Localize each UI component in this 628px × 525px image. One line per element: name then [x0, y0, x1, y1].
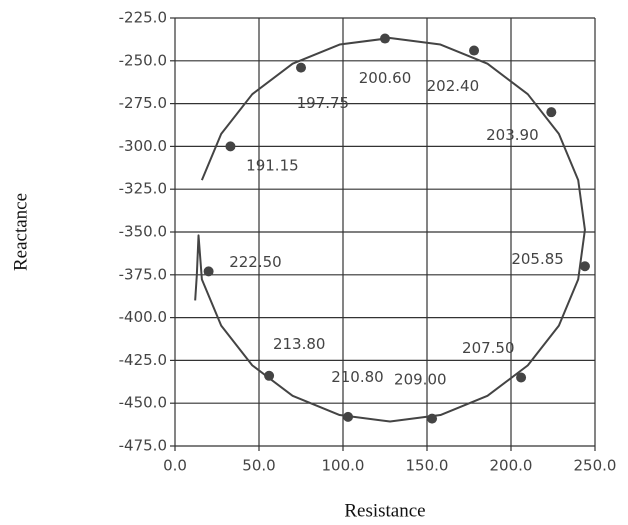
point-label: 197.75 — [297, 94, 350, 112]
point-label: 209.00 — [394, 370, 447, 388]
point-label: 200.60 — [359, 69, 412, 87]
y-tick-label: -350.0 — [119, 223, 167, 241]
x-tick-label: 0.0 — [163, 457, 187, 475]
y-tick-label: -300.0 — [119, 137, 167, 155]
point-label: 202.40 — [427, 77, 480, 95]
point-label: 205.85 — [511, 250, 564, 268]
point-label: 222.50 — [229, 253, 282, 271]
point-label: 210.80 — [331, 368, 384, 386]
data-point — [296, 62, 306, 73]
x-tick-label: 250.0 — [574, 457, 617, 475]
y-tick-label: -275.0 — [119, 94, 167, 112]
y-tick-label: -400.0 — [119, 308, 167, 326]
y-tick-label: -475.0 — [119, 437, 167, 455]
point-label: 213.80 — [273, 335, 326, 353]
data-point — [546, 107, 557, 118]
data-point — [516, 372, 527, 383]
data-point — [343, 411, 354, 422]
data-point — [579, 261, 590, 272]
x-tick-label: 100.0 — [322, 457, 365, 475]
y-tick-label: -450.0 — [119, 394, 167, 412]
data-point — [469, 45, 480, 56]
point-label: 203.90 — [486, 126, 539, 144]
y-tick-label: -225.0 — [119, 9, 167, 27]
point-label: 191.15 — [246, 156, 299, 174]
y-axis-title: Reactance — [10, 193, 31, 271]
y-tick-label: -250.0 — [119, 51, 167, 69]
data-point — [427, 413, 438, 424]
x-tick-label: 150.0 — [406, 457, 449, 475]
point-label: 207.50 — [462, 339, 515, 357]
y-tick-label: -325.0 — [119, 180, 167, 198]
data-point — [225, 141, 236, 152]
impedance-curve — [194, 37, 586, 423]
data-point — [203, 266, 214, 277]
y-tick-label: -375.0 — [119, 265, 167, 283]
x-tick-label: 200.0 — [490, 457, 533, 475]
data-point — [380, 33, 390, 44]
y-tick-label: -425.0 — [119, 351, 167, 369]
x-axis-title: Resistance — [344, 500, 425, 521]
x-tick-label: 50.0 — [242, 457, 275, 475]
data-point — [264, 370, 275, 381]
